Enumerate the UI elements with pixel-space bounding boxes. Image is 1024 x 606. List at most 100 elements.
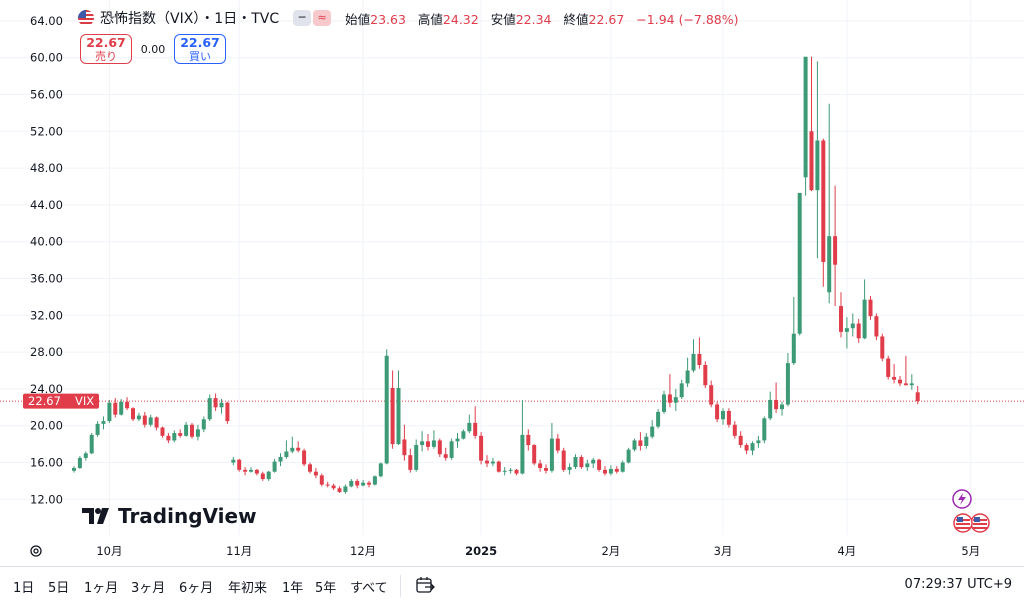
candle-body — [308, 464, 312, 472]
chart-mode-toggle[interactable]: ━ ≈ — [293, 10, 332, 26]
candle — [791, 296, 796, 365]
candle-body — [608, 468, 613, 474]
candle-body — [656, 411, 661, 427]
candle — [431, 430, 436, 449]
candle — [909, 374, 914, 390]
candle — [549, 422, 554, 473]
candle-body — [662, 394, 666, 412]
price-chart[interactable]: 12.00 16.00 20.00 24.00 28.00 32.00 36.00 40.00… — [0, 0, 1024, 566]
x-tick-label: 10月 — [96, 544, 122, 558]
candle — [390, 370, 395, 449]
candle-body — [178, 433, 183, 436]
candle-body — [774, 399, 779, 410]
candle-body — [485, 460, 489, 464]
candle — [296, 441, 301, 453]
candle — [544, 464, 548, 474]
open-label: 始値 — [345, 11, 371, 27]
y-tick-label: 44.00 — [30, 198, 63, 212]
price-axis: 12.00 16.00 20.00 24.00 28.00 32.00 36.00 40.00… — [30, 14, 63, 506]
sell-button[interactable]: 22.67 売り — [80, 34, 132, 64]
range-all[interactable]: すべて — [350, 581, 388, 596]
candle-body — [319, 475, 324, 485]
candle-body — [101, 421, 106, 424]
candle-body — [821, 140, 826, 262]
candle-body — [827, 236, 832, 293]
buy-button[interactable]: 22.67 買い — [174, 34, 226, 64]
candle — [243, 467, 248, 476]
candle — [437, 438, 442, 457]
y-tick-label: 60.00 — [30, 51, 63, 65]
candle-body — [591, 459, 596, 464]
candle-body — [538, 463, 543, 469]
candle-body — [555, 438, 560, 451]
candle — [756, 435, 761, 448]
last-price-value: 22.67 — [28, 394, 61, 408]
candle — [833, 185, 838, 307]
candle — [119, 399, 124, 416]
candle — [821, 138, 826, 287]
candle — [136, 412, 141, 422]
candle-body — [119, 401, 124, 415]
candle-body — [437, 440, 442, 455]
candle-body — [131, 408, 135, 420]
candle — [207, 394, 212, 422]
candle — [272, 458, 277, 473]
candle-body — [673, 397, 678, 403]
minus-icon[interactable]: ━ — [293, 10, 312, 26]
candle-body — [585, 463, 590, 468]
candle-body — [343, 486, 348, 492]
candle — [337, 486, 342, 493]
candle — [490, 457, 495, 467]
candle-body — [833, 236, 838, 265]
candle — [561, 447, 566, 472]
candle-body — [77, 457, 82, 469]
candle — [89, 433, 94, 455]
candle — [485, 455, 489, 468]
range-ytd[interactable]: 年初来 — [228, 581, 268, 596]
candle — [502, 467, 507, 476]
calendar-goto-icon[interactable] — [415, 575, 435, 599]
candle-body — [544, 468, 548, 471]
clock-timezone[interactable]: 07:29:37 UTC+9 — [904, 577, 1012, 592]
range-1y[interactable]: 1年 — [282, 581, 304, 596]
range-3m[interactable]: 3ヶ月 — [131, 581, 166, 596]
candle — [402, 424, 407, 461]
candle — [780, 401, 784, 416]
approx-icon[interactable]: ≈ — [313, 10, 332, 26]
candle-body — [862, 299, 867, 339]
symbol-title[interactable]: 恐怖指数（VIX）・1日・TVC — [100, 11, 280, 27]
candle — [467, 414, 472, 434]
x-tick-label: 5月 — [961, 544, 980, 558]
candle-body — [697, 353, 702, 365]
candle-body — [579, 456, 584, 468]
candle — [361, 479, 366, 487]
candle — [201, 416, 206, 433]
tradingview-logo[interactable]: TradingView — [82, 504, 257, 528]
candle-body — [95, 423, 100, 435]
y-tick-label: 40.00 — [30, 235, 63, 249]
candle — [142, 411, 147, 428]
candle — [644, 433, 649, 449]
event-markers[interactable] — [950, 488, 995, 540]
range-5y[interactable]: 5年 — [315, 581, 337, 596]
candle — [774, 382, 779, 413]
candle — [367, 480, 371, 488]
range-5d[interactable]: 5日 — [48, 581, 70, 596]
candle-body — [402, 439, 407, 456]
candle-body — [243, 469, 248, 472]
range-1m[interactable]: 1ヶ月 — [84, 581, 119, 596]
candle — [691, 339, 696, 373]
candle-body — [461, 431, 466, 439]
range-6m[interactable]: 6ヶ月 — [179, 581, 214, 596]
low-label: 安値 — [490, 11, 516, 27]
candle-body — [614, 468, 619, 472]
candle — [650, 420, 655, 439]
candle-body — [219, 402, 224, 408]
settings-gear-icon[interactable] — [29, 543, 43, 562]
y-tick-label: 32.00 — [30, 308, 63, 322]
candle — [101, 416, 106, 430]
candle — [113, 398, 118, 418]
candle-body — [762, 418, 767, 441]
range-1d[interactable]: 1日 — [13, 581, 35, 596]
candle — [874, 313, 879, 341]
